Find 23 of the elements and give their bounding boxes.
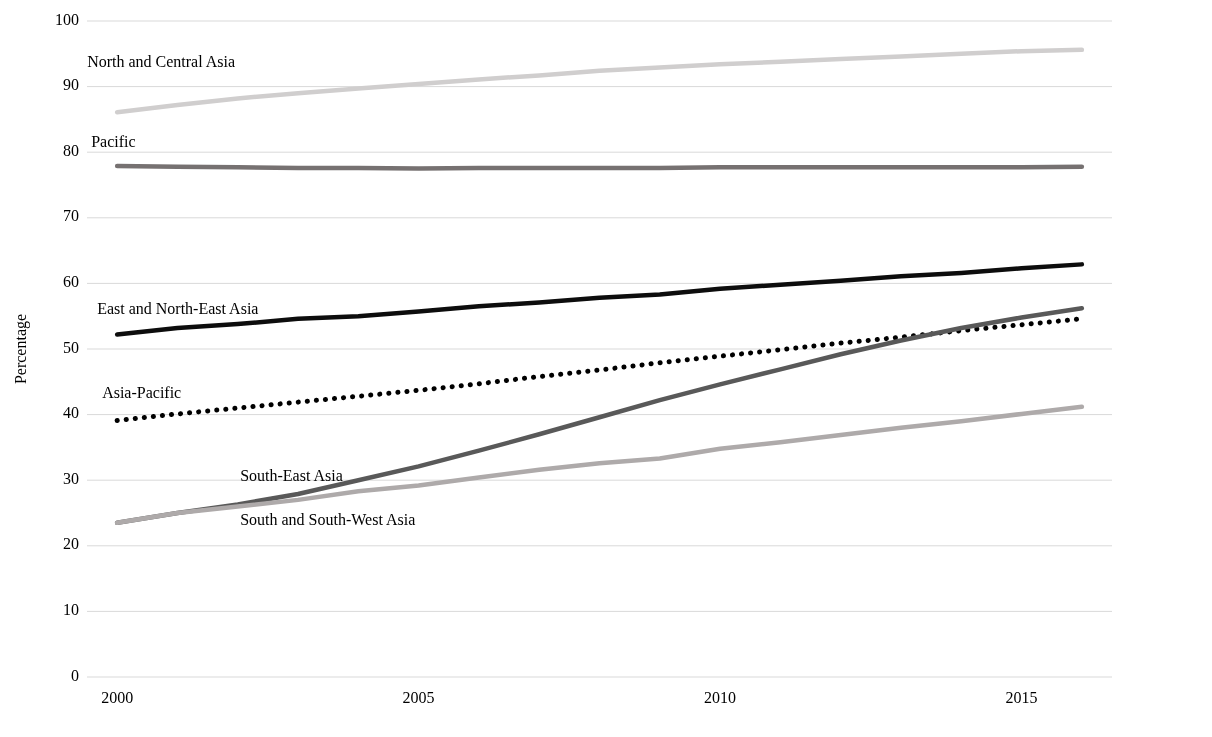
series-label: South-East Asia	[240, 466, 343, 484]
x-tick-label: 2015	[1005, 688, 1038, 706]
series-label: Asia-Pacific	[102, 384, 182, 402]
x-tick-label: 2005	[402, 688, 435, 706]
series-label: East and North-East Asia	[97, 300, 259, 318]
y-tick-label: 10	[63, 601, 79, 619]
y-tick-label: 30	[63, 469, 79, 487]
y-tick-label: 80	[63, 141, 79, 159]
y-tick-label: 0	[71, 666, 79, 684]
y-tick-label: 20	[63, 535, 79, 553]
x-tick-label: 2010	[704, 688, 737, 706]
series-label: South and South-West Asia	[240, 510, 416, 528]
line-series	[114, 404, 1085, 526]
y-axis-title: Percentage	[11, 313, 30, 385]
y-tick-label: 70	[63, 207, 79, 225]
series-label: Pacific	[91, 132, 136, 150]
y-tick-label: 100	[55, 10, 79, 28]
y-tick-label: 50	[63, 338, 79, 356]
series-label: North and Central Asia	[87, 52, 236, 70]
y-tick-label: 60	[63, 273, 79, 291]
y-tick-label: 40	[63, 404, 79, 422]
y-tick-label: 90	[63, 76, 79, 94]
x-tick-label: 2000	[101, 688, 134, 706]
